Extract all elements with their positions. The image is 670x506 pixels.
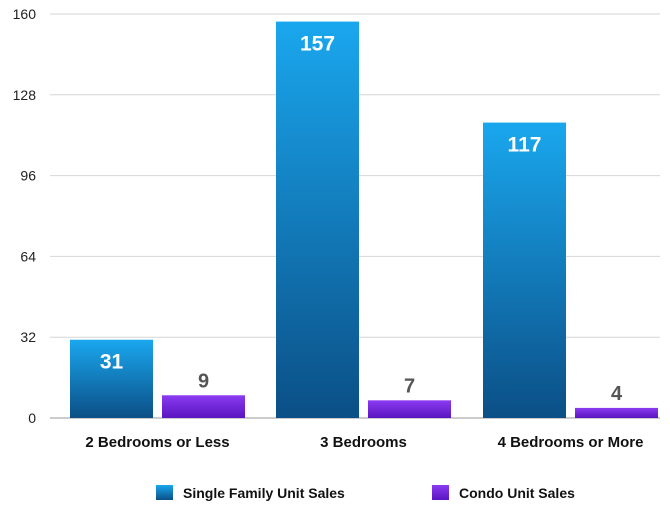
y-tick-label: 0 (28, 410, 36, 426)
data-label: 4 (611, 383, 623, 405)
y-axis-ticks: 0 32 64 96 128 160 (13, 6, 37, 426)
data-label: 31 (100, 351, 124, 374)
y-tick-label: 128 (13, 87, 37, 103)
x-category-label: 3 Bedrooms (320, 434, 407, 451)
data-label: 157 (300, 33, 335, 56)
bar-condo (575, 407, 658, 418)
y-tick-label: 96 (20, 168, 36, 184)
x-category-label: 4 Bedrooms or More (498, 434, 644, 451)
x-category-label: 2 Bedrooms or Less (85, 434, 229, 451)
data-labels: 31 9 157 7 117 4 (100, 33, 623, 405)
legend-label: Condo Unit Sales (459, 485, 575, 501)
bar-single-family (70, 339, 153, 418)
x-axis-categories: 2 Bedrooms or Less 3 Bedrooms 4 Bedrooms o… (85, 434, 643, 451)
legend: Single Family Unit Sales Condo Unit Sales (156, 485, 575, 501)
y-tick-label: 160 (13, 6, 37, 22)
bar-condo (368, 400, 451, 418)
legend-swatch (432, 485, 449, 500)
data-label: 7 (404, 375, 415, 397)
legend-label: Single Family Unit Sales (183, 485, 345, 501)
bar-single-family (483, 122, 566, 418)
data-label: 117 (508, 134, 542, 157)
data-label: 9 (198, 370, 209, 392)
y-tick-label: 64 (20, 248, 36, 264)
bar-single-family (276, 21, 359, 418)
bars (70, 21, 658, 418)
y-tick-label: 32 (20, 329, 36, 345)
legend-swatch (156, 485, 173, 500)
bar-condo (162, 395, 245, 418)
